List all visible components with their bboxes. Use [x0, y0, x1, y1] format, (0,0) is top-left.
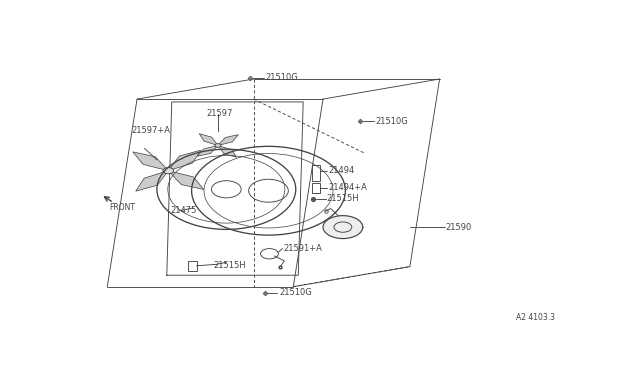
Text: 21494+A: 21494+A: [328, 183, 367, 192]
Text: A2 4103.3: A2 4103.3: [516, 313, 556, 322]
Circle shape: [323, 216, 363, 238]
Text: 21510G: 21510G: [279, 288, 312, 298]
Text: 21591: 21591: [326, 222, 353, 232]
Polygon shape: [168, 150, 201, 171]
Polygon shape: [136, 171, 168, 191]
Bar: [188, 261, 196, 271]
Text: FRONT: FRONT: [109, 203, 135, 212]
Circle shape: [215, 144, 221, 147]
Text: 21494: 21494: [328, 166, 355, 174]
Bar: [312, 183, 320, 193]
Text: 21597: 21597: [207, 109, 233, 118]
Text: 21510G: 21510G: [265, 73, 298, 82]
Polygon shape: [218, 145, 237, 157]
Text: 21590: 21590: [445, 223, 472, 232]
Polygon shape: [168, 171, 204, 189]
Polygon shape: [132, 152, 168, 171]
Circle shape: [163, 167, 173, 174]
Text: 21515H: 21515H: [213, 261, 246, 270]
Polygon shape: [198, 145, 218, 156]
Text: 21475: 21475: [171, 206, 197, 215]
Text: 21591+A: 21591+A: [284, 244, 322, 253]
Text: 21515H: 21515H: [326, 194, 359, 203]
Text: 21510G: 21510G: [376, 116, 408, 126]
Text: 21597+A: 21597+A: [131, 126, 170, 135]
Bar: [312, 165, 320, 181]
Polygon shape: [218, 135, 238, 145]
Polygon shape: [199, 134, 218, 145]
